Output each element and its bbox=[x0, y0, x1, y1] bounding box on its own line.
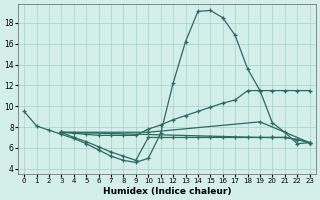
X-axis label: Humidex (Indice chaleur): Humidex (Indice chaleur) bbox=[103, 187, 231, 196]
